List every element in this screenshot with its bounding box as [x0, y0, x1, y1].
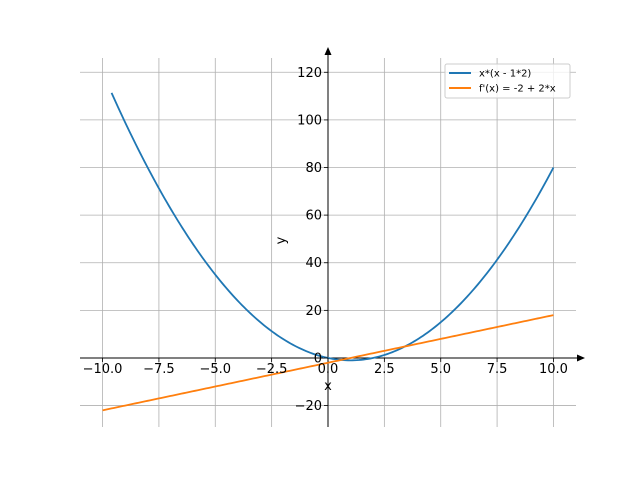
series-line-2	[102, 314, 554, 412]
legend: x*(x - 1*2) f'(x) = -2 + 2*x	[444, 63, 571, 99]
legend-box	[444, 63, 571, 99]
x-tick-label-6: 5.0	[430, 362, 451, 377]
y-tick-label-7: 120	[297, 66, 322, 81]
y-tick-label-0: −20	[295, 399, 322, 414]
y-axis-arrow	[324, 47, 332, 55]
y-tick-label-4: 60	[305, 209, 322, 224]
y-axis-label: y	[274, 236, 289, 244]
legend-label-series-1: x*(x - 1*2)	[479, 69, 531, 80]
legend-label-series-2: f'(x) = -2 + 2*x	[479, 84, 556, 95]
x-tick-label-3: −2.5	[256, 362, 288, 377]
y-tick-label-5: 80	[305, 161, 322, 176]
x-tick-label-7: 7.5	[487, 362, 508, 377]
x-axis-label: x	[324, 379, 332, 394]
y-tick-label-6: 100	[297, 113, 322, 128]
series	[102, 92, 555, 412]
ticks: −10.0 −7.5 −5.0 −2.5 0.0 2.5 5.0 7.5 10.0 −20 0 20 4…	[83, 66, 568, 414]
x-tick-label-0: −10.0	[83, 362, 123, 377]
y-tick-label-3: 40	[305, 256, 322, 271]
x-axis-arrow	[577, 354, 585, 362]
x-tick-label-8: 10.0	[539, 362, 568, 377]
x-tick-label-2: −5.0	[199, 362, 231, 377]
series-line-1	[110, 92, 555, 362]
x-tick-label-5: 2.5	[374, 362, 395, 377]
x-tick-label-4: 0.0	[318, 362, 339, 377]
y-tick-label-2: 20	[305, 304, 322, 319]
x-tick-label-1: −7.5	[143, 362, 175, 377]
y-tick-label-1: 0	[314, 351, 322, 366]
